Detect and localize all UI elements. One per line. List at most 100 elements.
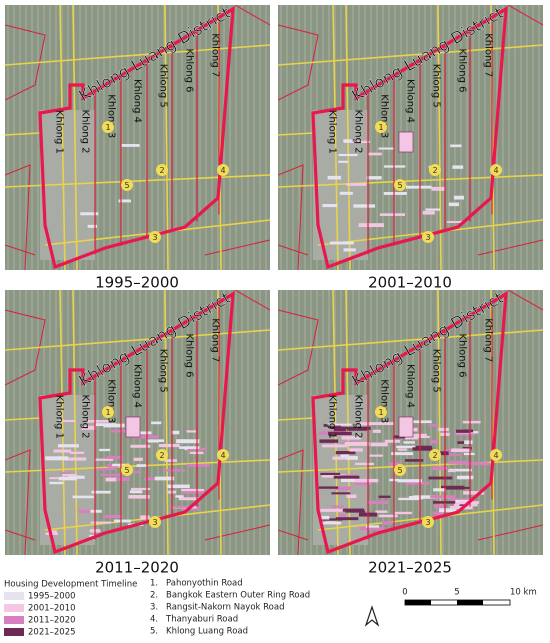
road-name: Thanyaburi Road xyxy=(165,615,238,625)
housing xyxy=(456,475,474,480)
housing xyxy=(422,210,435,215)
housing xyxy=(370,422,394,426)
housing xyxy=(90,521,112,524)
road-marker-number: 2 xyxy=(159,451,164,460)
housing xyxy=(343,248,356,252)
road-marker-number: 3 xyxy=(425,233,430,242)
housing xyxy=(331,492,351,495)
khlong-label: Khlong 6 xyxy=(457,334,468,378)
khlong-label: Khlong 3 xyxy=(106,379,117,423)
housing xyxy=(111,429,126,433)
housing xyxy=(372,429,381,433)
housing xyxy=(53,449,72,453)
housing xyxy=(398,497,420,501)
road-marker xyxy=(422,231,434,243)
road-marker xyxy=(102,121,114,133)
housing xyxy=(346,456,358,460)
khlong-label: Khlong 5 xyxy=(158,64,169,108)
housing xyxy=(87,420,109,423)
subdistrict-boundary xyxy=(278,24,319,101)
subdistrict-boundary xyxy=(5,449,31,555)
housing xyxy=(359,526,385,531)
housing xyxy=(318,515,330,520)
housing xyxy=(406,420,432,424)
district-boundary xyxy=(38,6,235,270)
khlong-label: Khlong 5 xyxy=(158,349,169,393)
housing xyxy=(171,430,180,435)
housing xyxy=(62,473,78,477)
road-marker xyxy=(429,449,441,461)
subdistrict-boundary xyxy=(278,449,304,555)
housing xyxy=(82,509,102,513)
housing xyxy=(365,525,379,528)
khlong-label: Khlong 4 xyxy=(132,79,143,123)
road-marker xyxy=(217,449,229,461)
housing xyxy=(167,484,190,489)
road-marker-number: 1 xyxy=(378,123,383,132)
housing xyxy=(322,204,338,208)
housing xyxy=(383,192,407,195)
road xyxy=(278,459,543,473)
road xyxy=(278,44,543,66)
housing xyxy=(415,445,432,450)
road xyxy=(72,290,78,555)
housing xyxy=(164,459,178,462)
road xyxy=(5,329,270,351)
housing xyxy=(340,478,356,483)
housing xyxy=(398,416,414,438)
road-number: 3. xyxy=(150,603,158,613)
housing xyxy=(125,416,141,438)
road-marker xyxy=(156,164,168,176)
housing xyxy=(375,510,388,513)
housing xyxy=(393,511,412,515)
road-number: 4. xyxy=(150,615,158,625)
housing xyxy=(405,481,430,485)
khlong-label: Khlong 2 xyxy=(80,110,91,154)
housing xyxy=(57,444,79,448)
khlong-label: Khlong 1 xyxy=(54,395,65,439)
housing xyxy=(328,431,352,436)
housing xyxy=(425,208,441,211)
road xyxy=(278,132,314,136)
housing xyxy=(433,504,445,509)
housing xyxy=(357,426,371,430)
road-marker xyxy=(375,121,387,133)
legend-label: 1995–2000 xyxy=(28,592,76,602)
road-marker-number: 4 xyxy=(493,451,498,460)
housing xyxy=(144,477,165,481)
housing xyxy=(329,241,354,245)
road xyxy=(59,5,66,270)
khlong-label: Khlong 5 xyxy=(431,349,442,393)
road-marker xyxy=(490,164,502,176)
housing xyxy=(378,147,394,150)
housing xyxy=(431,186,446,191)
housing xyxy=(49,481,64,485)
district-boundary xyxy=(311,6,508,270)
housing xyxy=(330,426,356,430)
housing xyxy=(439,508,457,513)
housing xyxy=(428,424,439,427)
road-marker-number: 1 xyxy=(105,123,110,132)
housing xyxy=(345,510,366,513)
housing xyxy=(332,456,352,460)
road xyxy=(332,5,339,270)
road xyxy=(345,5,351,270)
housing xyxy=(343,508,365,512)
housing xyxy=(432,466,448,471)
housing xyxy=(354,482,372,485)
road-marker xyxy=(429,164,441,176)
housing xyxy=(335,517,359,521)
khlong-label: Khlong 7 xyxy=(483,33,494,77)
housing xyxy=(405,185,432,189)
housing xyxy=(381,521,393,525)
housing xyxy=(181,488,205,492)
housing xyxy=(81,425,96,430)
legend-label: 2001–2010 xyxy=(28,604,76,614)
housing xyxy=(103,515,122,519)
road-marker xyxy=(121,464,133,476)
housing xyxy=(354,478,379,483)
north-arrow xyxy=(364,605,380,627)
housing xyxy=(318,486,339,489)
